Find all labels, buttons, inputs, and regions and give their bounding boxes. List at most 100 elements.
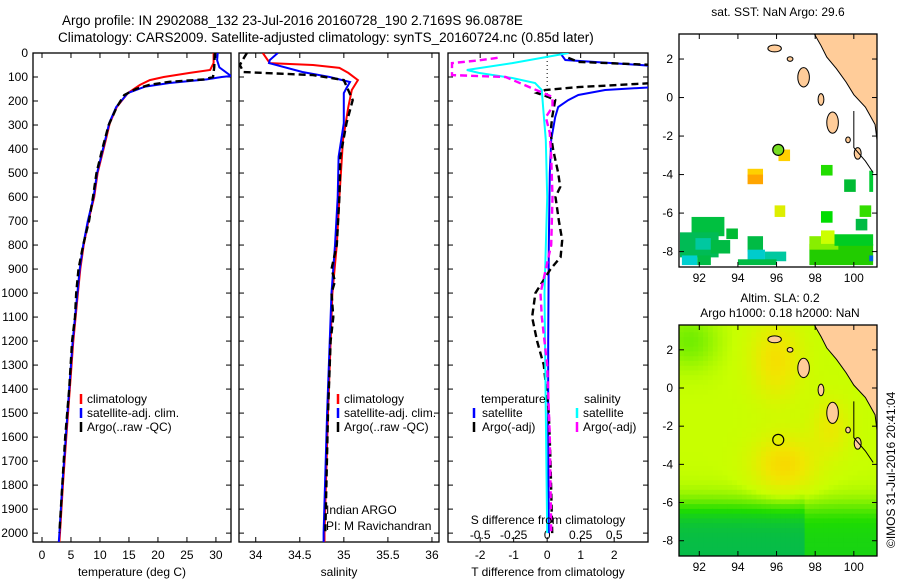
sla-cell [732,470,738,476]
sla-cell [843,412,849,419]
sla-cell [823,451,830,457]
sla-cell [785,350,791,357]
sla-cell [727,541,733,548]
sla-cell [737,484,743,490]
sla-cell [761,451,767,457]
sla-cell [765,484,772,490]
sla-cell [708,436,714,443]
sla-cell [698,508,704,514]
sla-cell [751,369,757,376]
sla-cell [770,498,777,505]
sla-cell [804,431,810,438]
sla-cell [794,470,801,476]
sla-cell [698,369,704,376]
sla-cell [775,508,781,514]
island [797,357,810,379]
sla-cell [794,431,801,438]
sla-cell [790,474,796,481]
sla-cell [819,479,825,485]
sla-cell [722,422,728,428]
sla-cell [688,508,695,514]
sla-cell [872,436,877,443]
sla-cell [693,503,699,509]
sst-cell [774,205,786,217]
sla-cell [688,355,695,361]
sla-cell [838,365,844,371]
sla-cell [751,527,757,533]
sla-cell [799,522,806,528]
sst-cell [737,259,777,266]
sst-map: 20-2-4-6-892 94 96 98 100 [662,33,878,285]
sla-cell [693,427,699,433]
sla-cell [862,503,868,509]
sst-cell [726,228,738,240]
sla-cell [799,479,806,485]
sla-cell [775,474,781,481]
sla-cell [688,350,695,357]
sla-cell [761,384,767,390]
sla-cell [785,527,791,533]
sla-cell [688,536,695,543]
sla-cell [746,546,752,552]
sla-cell [722,360,728,366]
sla-cell [819,536,825,543]
sst-cell [764,251,787,262]
sla-cell [765,412,772,419]
lat-tick-label: -8 [662,245,673,259]
sla-cell [814,446,820,452]
sla-cell [746,350,752,357]
sla-cell [765,446,772,452]
sla-cell [790,532,796,538]
sla-cell [688,379,695,385]
depth-tick-label: 800 [8,238,28,252]
sla-cell [679,403,685,409]
sla-cell [775,412,781,419]
sla-cell [804,527,810,533]
x-tick-label: 35.5 [376,548,400,562]
sla-cell [843,494,849,500]
plot-frame [238,52,440,543]
sla-cell [804,417,810,423]
sla-cell [799,546,806,552]
sla-cell [693,365,699,371]
sla-cell [770,355,777,361]
sla-cell [799,508,806,514]
sla-cell [741,427,748,433]
sla-cell [790,522,796,528]
sla-cell [683,455,690,462]
sla-cell [741,527,748,533]
sla-cell [761,441,767,447]
sla-cell [741,513,748,519]
sla-cell [828,427,835,433]
sla-cell [703,341,709,347]
sla-cell [688,336,695,342]
sla-cell [828,365,835,371]
sla-cell [679,479,685,485]
sla-cell [765,536,772,543]
sla-cell [809,365,815,371]
sla-cell [717,325,723,328]
sla-cell [717,460,723,466]
sla-cell [703,417,709,423]
sla-cell [693,431,699,438]
sla-cell [761,427,767,433]
sla-cell [756,546,762,552]
sla-cell [751,460,757,466]
sla-cell [775,517,781,524]
sla-cell [765,455,772,462]
sla-cell [737,360,743,366]
sla-cell [698,393,704,400]
sla-cell [838,403,844,409]
sst-cell [747,174,764,185]
sla-cell [741,412,748,419]
sla-cell [722,408,728,414]
sla-cell [765,527,772,533]
sla-cell [790,494,796,500]
sla-cell [737,513,743,519]
sla-cell [814,513,820,519]
sla-cell [848,498,854,505]
depth-tick-label: 400 [8,142,28,156]
sla-cell [790,441,796,447]
sla-cell [785,489,791,495]
sla-cell [804,494,810,500]
